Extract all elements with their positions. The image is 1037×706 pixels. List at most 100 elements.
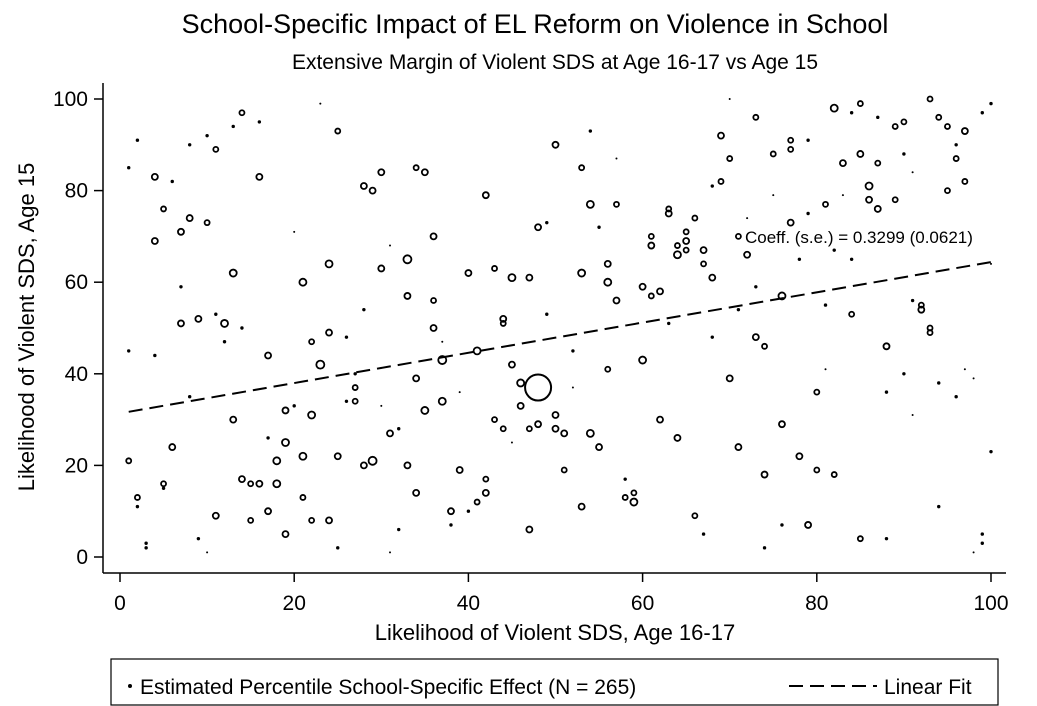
scatter-point <box>902 372 906 376</box>
scatter-point <box>491 416 498 424</box>
scatter-point <box>585 428 595 438</box>
scatter-point <box>963 368 966 371</box>
scatter-point <box>299 494 307 501</box>
y-axis-title: Likelihood of Violent SDS, Age 15 <box>14 163 39 492</box>
scatter-point <box>127 166 131 170</box>
scatter-point <box>612 296 621 305</box>
scatter-point <box>516 378 526 388</box>
scatter-point <box>430 297 437 304</box>
y-tick-label: 80 <box>65 180 88 203</box>
scatter-point <box>787 136 795 144</box>
scatter-point <box>307 410 317 420</box>
scatter-point <box>736 307 741 312</box>
scatter-point <box>516 401 525 410</box>
scatter-point <box>412 488 421 497</box>
scatter-point <box>293 230 296 233</box>
scatter-point <box>656 415 664 424</box>
scatter-point <box>447 507 455 516</box>
scatter-point <box>560 466 568 474</box>
scatter-point <box>839 159 847 168</box>
scatter-point <box>926 329 934 336</box>
scatter-point <box>935 113 943 121</box>
scatter-point <box>595 443 603 451</box>
x-tick-label: 80 <box>805 592 828 615</box>
scatter-point <box>127 349 131 353</box>
scatter-point <box>603 277 613 287</box>
scatter-point <box>726 155 734 162</box>
scatter-point <box>743 250 752 259</box>
scatter-point <box>545 220 549 225</box>
scatter-point <box>813 388 821 396</box>
scatter-point <box>911 414 914 417</box>
scatter-point <box>196 536 201 541</box>
scatter-point <box>864 181 874 191</box>
scatter-point <box>298 277 308 287</box>
scatter-point <box>187 143 192 147</box>
scatter-point <box>319 102 322 105</box>
scatter-point <box>989 101 993 106</box>
scatter-point <box>135 504 140 509</box>
y-tick-label: 20 <box>65 454 88 477</box>
scatter-point <box>882 342 891 351</box>
scatter-point <box>264 507 272 516</box>
scatter-point <box>708 273 717 282</box>
scatter-point <box>856 150 865 158</box>
scatter-point <box>891 123 899 130</box>
scatter-point <box>797 257 802 261</box>
scatter-point <box>211 511 220 520</box>
scatter-point <box>682 237 691 245</box>
scatter-point <box>682 228 690 236</box>
scatter-point <box>214 312 218 316</box>
scatter-point <box>954 143 958 147</box>
scatter-point <box>229 415 238 424</box>
scatter-point <box>203 219 211 227</box>
scatter-point <box>613 200 620 208</box>
scatter-point <box>231 124 235 129</box>
scatter-point <box>691 214 699 222</box>
scatter-point <box>664 209 673 218</box>
scatter-point <box>420 168 429 177</box>
scatter-point <box>787 145 795 153</box>
scatter-point <box>823 303 828 307</box>
axis-ticks: 0 20 40 60 80 100 0 20 40 60 80 100 <box>53 88 1009 615</box>
scatter-point <box>795 452 804 461</box>
scatter-point <box>368 186 377 195</box>
scatter-point <box>752 113 760 121</box>
scatter-point <box>597 225 601 229</box>
scatter-point <box>333 452 342 461</box>
scatter-point <box>829 103 839 113</box>
scatter-point <box>682 246 690 254</box>
scatter-point <box>351 384 359 391</box>
scatter-point <box>455 466 464 474</box>
chart-subtitle: Extensive Margin of Violent SDS at Age 1… <box>292 51 818 74</box>
scatter-point <box>972 377 975 380</box>
plot-area <box>125 95 993 554</box>
scatter-point <box>160 480 167 488</box>
scatter-point <box>353 372 357 376</box>
scatter-point <box>832 248 836 252</box>
scatter-point <box>412 164 420 172</box>
scatter-point <box>937 504 941 509</box>
scatter-point <box>751 333 760 342</box>
scatter-point <box>247 480 255 488</box>
scatter-point <box>804 521 812 529</box>
scatter-point <box>972 551 975 554</box>
x-tick-label: 60 <box>631 592 654 615</box>
scatter-point <box>247 516 255 524</box>
scatter-point <box>325 516 333 525</box>
scatter-point <box>222 340 227 344</box>
coefficient-annotation: Coeff. (s.e.) = 0.3299 (0.0621) <box>745 228 973 247</box>
scatter-point <box>499 320 507 327</box>
scatter-point <box>325 328 333 337</box>
legend-box <box>110 658 999 706</box>
scatter-point <box>560 429 569 438</box>
scatter-point <box>961 178 969 185</box>
scatter-point <box>525 425 533 433</box>
scatter-point <box>255 479 264 488</box>
scatter-point <box>135 138 140 142</box>
scatter-point <box>177 227 185 236</box>
scatter-point <box>160 205 167 213</box>
scatter-point <box>510 441 513 444</box>
scatter-point <box>780 523 784 527</box>
scatter-point <box>220 319 229 328</box>
